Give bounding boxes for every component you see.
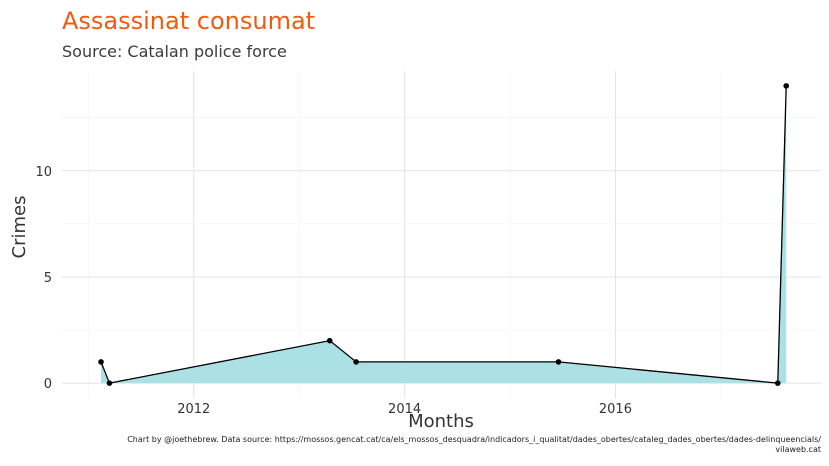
tick-layer: 2012 2014 2016 0 5 10 [35, 165, 632, 417]
data-point [98, 359, 104, 365]
y-tick-label: 5 [44, 271, 52, 286]
chart-subtitle: Source: Catalan police force [62, 42, 287, 61]
x-tick-label: 2016 [599, 402, 632, 417]
data-point [106, 380, 113, 386]
y-tick-label: 0 [44, 377, 52, 392]
data-point [353, 359, 359, 365]
line-layer [100, 85, 787, 384]
data-point [555, 359, 562, 365]
area-layer [101, 85, 787, 384]
x-tick-label: 2014 [388, 402, 421, 417]
series-line [100, 85, 787, 384]
x-axis-title: Months [408, 411, 474, 432]
chart-title: Assassinat consumat [62, 7, 316, 35]
y-tick-label: 10 [35, 165, 52, 180]
chart-caption: Chart by @joethebrew. Data source: https… [101, 435, 821, 455]
caption-line-1: Chart by @joethebrew. Data source: https… [127, 435, 821, 444]
caption-line-2: vilaweb.cat [775, 445, 821, 454]
data-point [783, 83, 790, 89]
x-tick-label: 2012 [177, 402, 210, 417]
area-fill [101, 85, 787, 384]
y-axis-title: Crimes [9, 196, 30, 259]
point-layer [98, 83, 790, 386]
grid [62, 71, 821, 398]
data-point [326, 337, 333, 344]
data-point [774, 380, 781, 386]
